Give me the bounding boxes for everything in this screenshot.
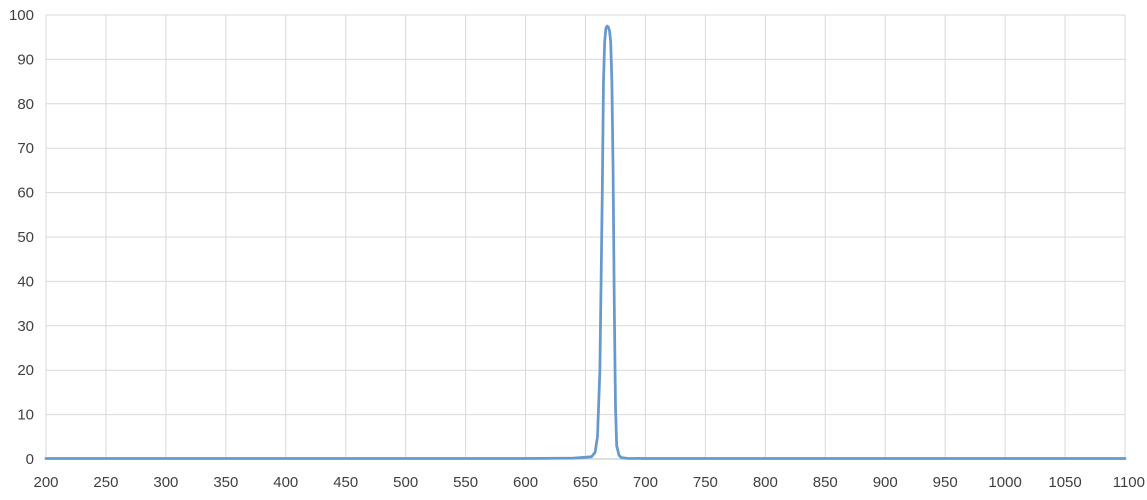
- grid: [45, 14, 1126, 460]
- x-tick-label: 700: [633, 474, 658, 491]
- x-tick-label: 950: [933, 474, 958, 491]
- series-line-0: [44, 24, 1127, 460]
- y-tick-label: 100: [9, 7, 34, 24]
- y-tick-label: 10: [17, 407, 34, 424]
- y-tick-label: 80: [17, 96, 34, 113]
- y-tick-label: 50: [17, 229, 34, 246]
- x-tick-label: 300: [153, 474, 178, 491]
- y-tick-label: 60: [17, 185, 34, 202]
- x-axis-ticks: 200 250 300 350 400 450 500 550 600 650 700 750 800 8…: [33, 474, 1145, 491]
- y-tick-label: 0: [26, 451, 34, 468]
- x-tick-label: 750: [693, 474, 718, 491]
- x-tick-label: 850: [813, 474, 838, 491]
- x-tick-label: 900: [873, 474, 898, 491]
- x-tick-label: 200: [33, 474, 58, 491]
- x-tick-label: 450: [333, 474, 358, 491]
- y-tick-label: 30: [17, 318, 34, 335]
- y-axis-ticks: 0 10 20 30 40 50 60 70 80 90 100: [9, 7, 34, 468]
- x-tick-label: 400: [273, 474, 298, 491]
- y-tick-label: 90: [17, 51, 34, 68]
- x-tick-label: 1100: [1113, 474, 1145, 491]
- x-tick-label: 650: [573, 474, 598, 491]
- y-tick-label: 20: [17, 362, 34, 379]
- x-tick-label: 500: [393, 474, 418, 491]
- series-lines: [44, 24, 1127, 460]
- x-tick-label: 1000: [988, 474, 1021, 491]
- y-tick-label: 70: [17, 140, 34, 157]
- x-tick-label: 800: [753, 474, 778, 491]
- x-tick-label: 350: [213, 474, 238, 491]
- x-tick-label: 250: [93, 474, 118, 491]
- x-tick-label: 600: [513, 474, 538, 491]
- x-tick-label: 1050: [1048, 474, 1081, 491]
- x-tick-label: 550: [453, 474, 478, 491]
- y-tick-label: 40: [17, 273, 34, 290]
